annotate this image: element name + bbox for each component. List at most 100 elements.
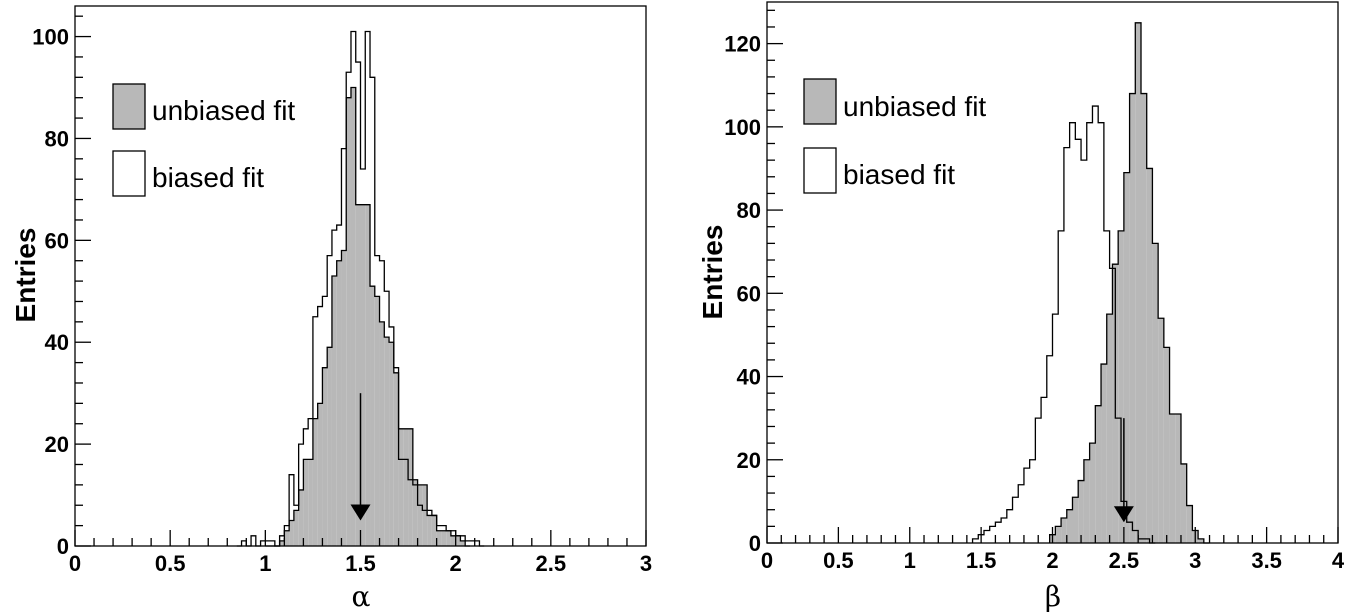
beta-biased-fit-bin (1001, 518, 1007, 543)
alpha-unbiased-fit-bin (379, 321, 385, 546)
alpha-y-tick-label: 20 (45, 432, 69, 457)
alpha-unbiased-fit-bin (422, 484, 428, 546)
beta-histogram-bars (971, 22, 1210, 544)
alpha-unbiased-fit-bin (365, 204, 371, 546)
alpha-unbiased-fit-bin (284, 530, 290, 546)
beta-unbiased-fit-bin (1186, 505, 1193, 543)
beta-arrow-head (1113, 506, 1134, 523)
alpha-unbiased-fit-bin (346, 97, 351, 546)
alpha-y-tick-label: 40 (45, 330, 69, 355)
beta-biased-fit-bin (990, 526, 996, 543)
alpha-unbiased-fit-bin (384, 337, 390, 546)
beta-biased-fit-bin (1035, 418, 1041, 543)
beta-unbiased-fit-bin (1180, 463, 1187, 543)
alpha-unbiased-fit-bin (355, 204, 361, 546)
beta-unbiased-fit-outline (1049, 22, 1210, 544)
beta-unbiased-fit-bin (1146, 168, 1153, 543)
alpha-unbiased-fit-bin (417, 484, 423, 546)
alpha-unbiased-fit-bin (279, 540, 285, 546)
alpha-biased-fit-bin (270, 541, 275, 546)
alpha-unbiased-fit-bin (298, 489, 304, 546)
alpha-legend: unbiased fit biased fit (112, 83, 295, 197)
beta-x-tick-label: 1 (904, 548, 916, 573)
alpha-x-tick-label: 1.5 (345, 551, 376, 576)
alpha-unbiased-fit-bin (374, 296, 380, 546)
alpha-unbiased-fit-bin (322, 367, 328, 546)
alpha-biased-fit-bin (470, 541, 475, 546)
beta-histogram-panel: Entries β unbiased fit biased fit 0 0.5 1 1… (697, 1, 1345, 613)
beta-biased-fit-bin (1041, 397, 1047, 543)
alpha-unbiased-fit-bin (450, 535, 456, 546)
beta-unbiased-fit-bin (1083, 459, 1090, 543)
beta-plot-frame (766, 1, 1339, 544)
alpha-y-tick-label: 0 (57, 534, 69, 559)
beta-unbiased-fit-bin (1175, 413, 1181, 543)
alpha-unbiased-fit-bin (312, 418, 318, 546)
alpha-x-tick-label: 2 (450, 551, 462, 576)
alpha-unbiased-fit-bin (303, 459, 309, 546)
alpha-unbiased-fit-bin (360, 204, 366, 546)
beta-y-tick-label: 100 (724, 115, 761, 140)
alpha-unbiased-fit-bin (336, 260, 342, 546)
beta-biased-fit-bin (1047, 356, 1053, 543)
beta-y-tick-label: 80 (737, 198, 761, 223)
beta-y-axis-label: Entries (697, 225, 728, 320)
alpha-legend-biased-swatch (112, 150, 146, 197)
beta-y-tick-label: 120 (724, 32, 761, 57)
alpha-unbiased-fit-bin (289, 520, 294, 546)
beta-unbiased-fit-bin (1141, 93, 1147, 544)
beta-unbiased-fit-bin (1061, 518, 1067, 543)
beta-biased-fit-bin (1024, 468, 1030, 543)
alpha-unbiased-fit-bin (436, 530, 442, 546)
beta-legend-unbiased-label: unbiased fit (843, 91, 986, 122)
beta-biased-fit-bin (1053, 314, 1059, 543)
alpha-unbiased-fit-bin (393, 372, 399, 546)
beta-x-tick-label: 0 (761, 548, 773, 573)
beta-biased-fit-bin (1064, 148, 1070, 543)
beta-x-tick-label: 3.5 (1251, 548, 1282, 573)
beta-unbiased-fit-bin (1095, 405, 1102, 543)
alpha-unbiased-fit-bin (293, 510, 299, 546)
beta-biased-fit-bin (995, 522, 1001, 543)
alpha-unbiased-fit-bin (350, 87, 356, 547)
beta-biased-fit-bin (984, 531, 990, 543)
beta-y-tick-label: 0 (749, 531, 761, 556)
beta-y-tick-label: 40 (737, 365, 761, 390)
alpha-unbiased-fit-bin (331, 276, 337, 546)
alpha-unbiased-fit-bin (389, 342, 394, 546)
alpha-unbiased-fit-bin (427, 515, 432, 546)
beta-biased-fit-bin (1070, 123, 1076, 543)
beta-x-tick-label: 4 (1332, 548, 1345, 573)
beta-x-tick-label: 0.5 (823, 548, 854, 573)
alpha-legend-unbiased-swatch (112, 83, 146, 130)
alpha-legend-biased-label: biased fit (152, 162, 264, 193)
alpha-unbiased-fit-bin (408, 428, 413, 546)
alpha-x-tick-label: 3 (640, 551, 652, 576)
beta-x-axis-label: β (1045, 580, 1061, 613)
alpha-x-tick-label: 2.5 (536, 551, 567, 576)
beta-unbiased-fit-bin (1152, 243, 1159, 543)
alpha-unbiased-fit-bin (431, 515, 437, 546)
alpha-unbiased-fit-bin (327, 347, 332, 546)
alpha-legend-unbiased-label: unbiased fit (152, 95, 295, 126)
beta-unbiased-fit-bin (1169, 413, 1176, 543)
alpha-biased-fit-bin (465, 541, 470, 546)
beta-unbiased-fit-bin (1135, 22, 1142, 544)
alpha-biased-fit-bin (475, 541, 480, 546)
alpha-histogram-panel: Entries α unbiased fit biased fit 0 0.5 1 1… (10, 5, 652, 613)
alpha-histogram-bars (236, 30, 485, 547)
alpha-x-tick-label: 1 (259, 551, 271, 576)
beta-biased-fit-bin (1030, 460, 1036, 543)
alpha-arrow-head (350, 504, 371, 521)
alpha-biased-fit-bin (265, 541, 270, 546)
beta-unbiased-fit-bin (1078, 480, 1084, 543)
alpha-unbiased-fit-bin (403, 428, 409, 546)
alpha-biased-fit-outline (236, 30, 485, 547)
beta-unbiased-fit-bin (1163, 347, 1170, 543)
beta-x-tick-label: 3 (1189, 548, 1201, 573)
alpha-unbiased-fit-bin (308, 459, 313, 546)
alpha-biased-fit-bin (251, 536, 256, 546)
alpha-y-axis-label: Entries (10, 228, 41, 323)
alpha-unbiased-fit-bin (317, 403, 323, 546)
beta-unbiased-fit-bin (1123, 172, 1130, 543)
